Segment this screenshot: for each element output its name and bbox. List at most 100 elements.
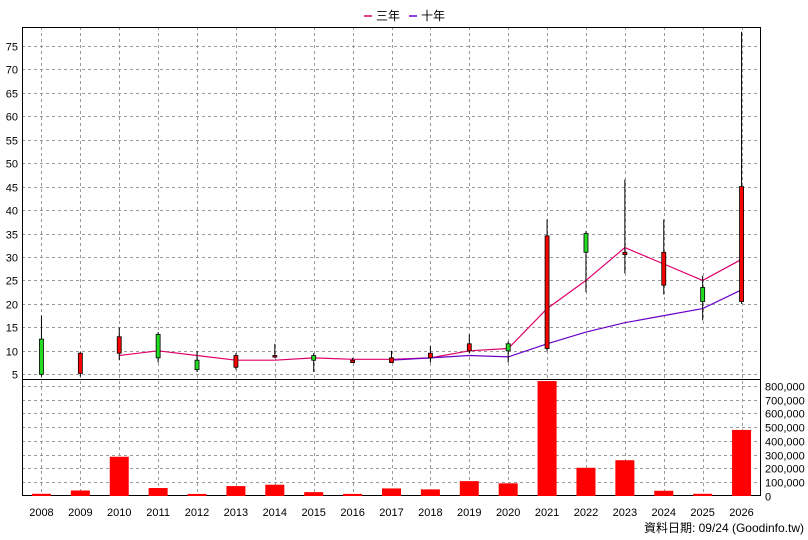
candle <box>350 357 356 363</box>
candle-body <box>389 357 394 363</box>
volume-tick-label: 200,000 <box>765 464 805 476</box>
candle-body <box>739 186 744 302</box>
candle <box>233 353 239 370</box>
volume-tick-label: 300,000 <box>765 451 805 463</box>
candle-body <box>700 287 706 302</box>
volume-bar <box>31 493 51 496</box>
price-tick-label: 40 <box>6 206 18 218</box>
volume-bar <box>304 492 324 496</box>
volume-bar <box>498 483 518 496</box>
price-tick-label: 65 <box>6 89 18 101</box>
candlesticks <box>39 31 744 377</box>
candle <box>739 31 744 304</box>
volume-bar <box>187 493 207 496</box>
volume-bar <box>343 493 363 496</box>
year-tick-label: 2011 <box>146 507 170 519</box>
year-tick-label: 2016 <box>340 507 364 519</box>
candle-body <box>466 343 472 352</box>
ten-year-line <box>391 289 742 361</box>
volume-tick-label: 400,000 <box>765 437 805 449</box>
price-tick-label: 30 <box>6 253 18 265</box>
candle <box>77 352 83 377</box>
candle-body <box>427 352 433 359</box>
volume-bar <box>459 481 479 496</box>
volume-bar <box>537 381 557 496</box>
volume-tick-label: 0 <box>765 492 771 504</box>
year-tick-label: 2009 <box>68 507 92 519</box>
candle-body <box>544 235 550 349</box>
year-tick-label: 2023 <box>613 507 637 519</box>
legend-label-three-year: 三年 <box>376 9 400 23</box>
year-tick-label: 2014 <box>263 507 287 519</box>
candle-body <box>350 359 356 363</box>
volume-bar <box>732 429 752 496</box>
source-note: 資料日期: 09/24 (Goodinfo.tw) <box>644 521 804 535</box>
candle-body <box>194 359 200 371</box>
year-tick-label: 2020 <box>496 507 520 519</box>
price-tick-label: 75 <box>6 42 18 54</box>
volume-bar <box>226 486 246 496</box>
year-axis: 2008 2009 2010 2011 2012 2013 2014 2015 2016 2017… <box>29 507 754 519</box>
volume-bar <box>420 489 440 496</box>
candle <box>39 315 44 377</box>
candle-body <box>583 233 589 253</box>
price-tick-label: 35 <box>6 230 18 242</box>
volume-tick-label: 800,000 <box>765 382 805 394</box>
candle-body <box>116 336 122 354</box>
year-tick-label: 2025 <box>690 507 714 519</box>
price-tick-label: 55 <box>6 136 18 148</box>
candle-body <box>661 251 667 286</box>
volume-bar <box>576 467 596 496</box>
legend: 三年 十年 <box>364 9 445 23</box>
price-tick-label: 10 <box>6 347 18 359</box>
year-tick-label: 2024 <box>652 507 676 519</box>
price-axis: 5 10 15 20 25 30 35 40 45 50 55 60 65 70 75 <box>6 42 18 382</box>
candle <box>389 350 394 363</box>
candle-body <box>311 355 317 361</box>
volume-tick-label: 700,000 <box>765 396 805 408</box>
candle <box>427 346 433 363</box>
candle <box>155 332 161 363</box>
volume-bar <box>148 488 168 496</box>
price-tick-label: 5 <box>12 370 18 382</box>
candle-body <box>505 343 511 352</box>
volume-bar <box>265 484 285 496</box>
price-tick-label: 60 <box>6 112 18 124</box>
year-tick-label: 2017 <box>379 507 403 519</box>
year-tick-label: 2010 <box>107 507 131 519</box>
legend-label-ten-year: 十年 <box>421 9 445 23</box>
candle-body <box>155 334 161 359</box>
volume-tick-label: 500,000 <box>765 423 805 435</box>
candle-body <box>233 355 239 368</box>
candle <box>194 350 200 372</box>
year-tick-label: 2012 <box>185 507 209 519</box>
volume-bar <box>109 456 129 496</box>
price-tick-label: 25 <box>6 276 18 288</box>
candle-body <box>77 352 83 374</box>
year-tick-label: 2021 <box>535 507 559 519</box>
price-tick-label: 20 <box>6 300 18 312</box>
candle <box>622 179 628 274</box>
candle <box>505 341 511 363</box>
year-tick-label: 2019 <box>457 507 481 519</box>
candle <box>272 343 278 358</box>
year-tick-label: 2022 <box>574 507 598 519</box>
candle-body <box>622 251 628 256</box>
candle <box>544 219 550 351</box>
candle <box>116 327 122 361</box>
year-tick-label: 2013 <box>224 507 248 519</box>
price-tick-label: 15 <box>6 323 18 335</box>
price-tick-label: 50 <box>6 159 18 171</box>
plot-frame <box>22 27 761 496</box>
volume-bar <box>693 493 713 496</box>
candle <box>700 275 706 321</box>
candle <box>311 353 317 372</box>
year-tick-label: 2018 <box>418 507 442 519</box>
candle <box>466 334 472 354</box>
outer-frame <box>22 27 761 496</box>
candle-body <box>39 338 44 375</box>
volume-bar <box>382 488 401 496</box>
